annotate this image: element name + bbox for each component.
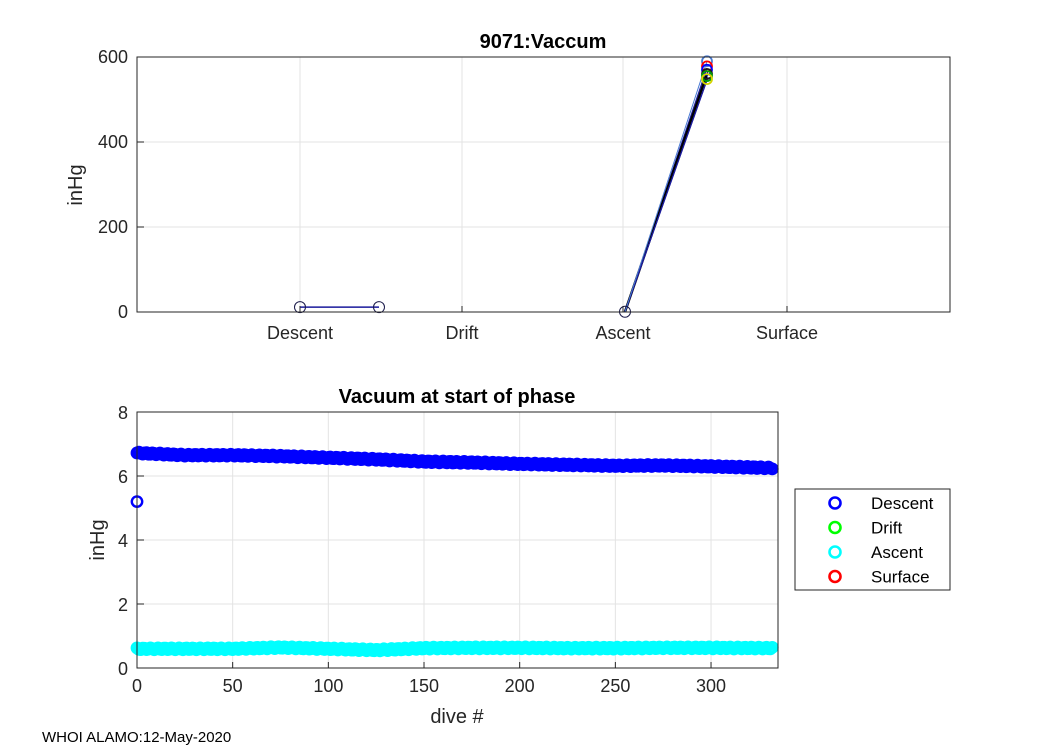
bottom-x-tick-label-4: 200 xyxy=(505,676,535,696)
top-y-tick-label-1: 200 xyxy=(98,217,128,237)
top-x-tick-label-0: Descent xyxy=(267,323,333,343)
legend-marker-ascent xyxy=(828,545,842,559)
ascent-profile-line-max xyxy=(624,61,708,312)
legend-box xyxy=(794,488,951,591)
bottom-chart: 0 50 100 150 200 250 300 0 2 4 6 8 Vacuum at start … xyxy=(87,386,951,728)
bottom-y-tick-label-0: 0 xyxy=(118,659,128,679)
series-ascent xyxy=(130,640,779,658)
bottom-x-tick-label-5: 250 xyxy=(600,676,630,696)
bottom-y-tick-label-2: 4 xyxy=(118,531,128,551)
top-x-tick-label-2: Ascent xyxy=(595,323,650,343)
bottom-x-tick-label-3: 150 xyxy=(409,676,439,696)
descent-profile-point-end xyxy=(373,301,385,314)
point-ascent-332 xyxy=(765,641,779,654)
point-descent-332 xyxy=(765,462,779,476)
bottom-y-axis-label: inHg xyxy=(87,519,109,560)
surface-marker-5 xyxy=(701,73,713,85)
legend-marker-descent xyxy=(828,496,842,510)
legend-label-surface: Surface xyxy=(871,568,930,587)
series-descent xyxy=(130,445,779,508)
top-x-tick-label-1: Drift xyxy=(446,323,479,343)
bottom-x-tick-label-6: 300 xyxy=(696,676,726,696)
top-y-tick-label-3: 600 xyxy=(98,47,128,67)
top-y-tick-label-2: 400 xyxy=(98,132,128,152)
top-x-tick-label-3: Surface xyxy=(756,323,818,343)
legend-label-ascent: Ascent xyxy=(871,543,923,562)
legend: Descent Drift Ascent Surface xyxy=(794,488,951,591)
surface-marker-0 xyxy=(701,55,713,68)
bottom-y-tick-label-3: 6 xyxy=(118,467,128,487)
ascent-profile-line-4 xyxy=(624,79,708,312)
legend-label-drift: Drift xyxy=(871,519,902,538)
top-y-axis-label: inHg xyxy=(65,164,87,205)
bottom-x-tick-label-0: 0 xyxy=(132,676,142,696)
top-y-tick-label-0: 0 xyxy=(118,302,128,322)
legend-label-descent: Descent xyxy=(871,494,934,513)
bottom-chart-title: Vacuum at start of phase xyxy=(339,386,576,408)
bottom-x-axis-label: dive # xyxy=(430,706,484,728)
legend-marker-drift xyxy=(828,520,842,535)
bottom-x-tick-label-2: 100 xyxy=(313,676,343,696)
top-chart-title: 9071:Vaccum xyxy=(480,31,607,53)
bottom-y-tick-label-4: 8 xyxy=(118,403,128,423)
legend-marker-surface xyxy=(828,569,842,584)
top-chart: Descent Drift Ascent Surface 0 200 400 600 9071… xyxy=(65,31,951,343)
top-plot-area xyxy=(137,57,950,312)
descent-profile-point-start xyxy=(294,301,306,314)
footer-text: WHOI ALAMO:12-May-2020 xyxy=(42,729,231,746)
bottom-y-tick-label-1: 2 xyxy=(118,595,128,615)
top-plot-frame xyxy=(136,56,951,313)
bottom-x-tick-label-1: 50 xyxy=(223,676,243,696)
